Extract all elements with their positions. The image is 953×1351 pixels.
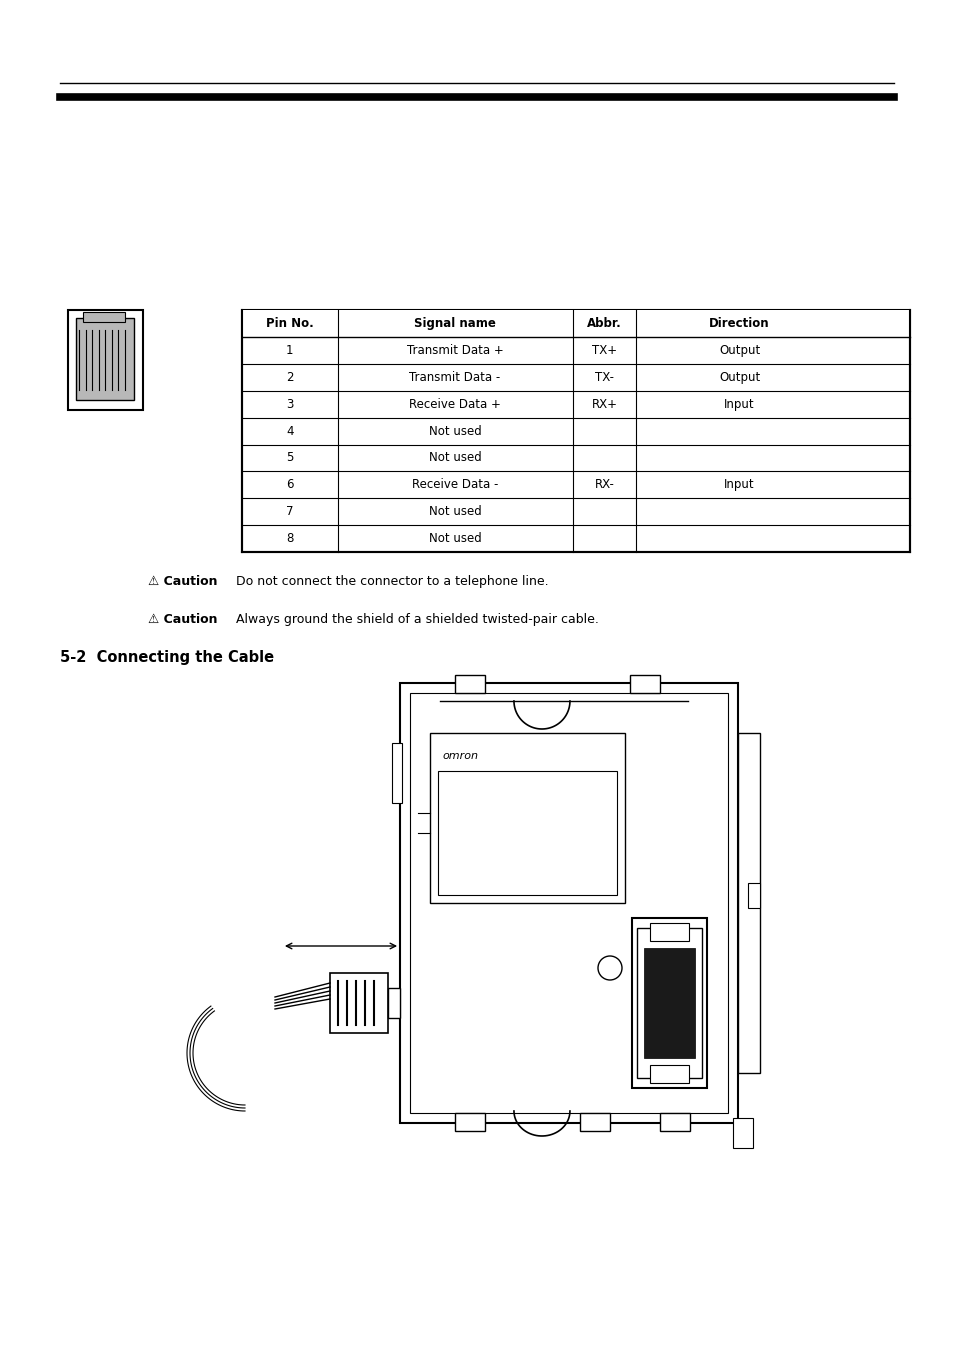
Text: ⚠ Caution: ⚠ Caution bbox=[148, 613, 217, 626]
Text: 3: 3 bbox=[286, 397, 294, 411]
Text: Not used: Not used bbox=[428, 532, 481, 544]
Text: Always ground the shield of a shielded twisted-pair cable.: Always ground the shield of a shielded t… bbox=[235, 613, 598, 626]
Text: 7: 7 bbox=[286, 505, 294, 519]
Text: Signal name: Signal name bbox=[414, 317, 496, 330]
Text: Not used: Not used bbox=[428, 505, 481, 519]
Text: Output: Output bbox=[719, 370, 760, 384]
Text: omron: omron bbox=[441, 751, 477, 761]
Bar bbox=[629, 676, 659, 693]
Bar bbox=[455, 676, 484, 693]
Bar bbox=[747, 884, 760, 908]
Text: TX+: TX+ bbox=[591, 345, 617, 357]
Text: 6: 6 bbox=[286, 478, 294, 492]
Bar bbox=[399, 684, 738, 1123]
Bar bbox=[392, 743, 401, 802]
Text: 4: 4 bbox=[286, 424, 294, 438]
Bar bbox=[242, 309, 909, 553]
Text: Transmit Data +: Transmit Data + bbox=[406, 345, 503, 357]
Text: Receive Data +: Receive Data + bbox=[409, 397, 500, 411]
Text: Not used: Not used bbox=[428, 424, 481, 438]
Bar bbox=[330, 973, 388, 1034]
Bar bbox=[410, 693, 727, 1113]
Text: TX-: TX- bbox=[595, 370, 613, 384]
Bar bbox=[430, 734, 624, 902]
Text: Output: Output bbox=[719, 345, 760, 357]
Bar bbox=[649, 1065, 688, 1084]
Text: RX+: RX+ bbox=[591, 397, 617, 411]
Bar bbox=[649, 923, 688, 942]
Bar bbox=[631, 917, 706, 1088]
Text: ⚠ Caution: ⚠ Caution bbox=[148, 576, 217, 588]
Text: Receive Data -: Receive Data - bbox=[412, 478, 497, 492]
Text: Input: Input bbox=[723, 478, 754, 492]
Bar bbox=[637, 928, 701, 1078]
Bar bbox=[388, 988, 399, 1019]
Text: Transmit Data -: Transmit Data - bbox=[409, 370, 500, 384]
Text: 5: 5 bbox=[286, 451, 294, 465]
Text: 8: 8 bbox=[286, 532, 294, 544]
Bar bbox=[732, 1119, 752, 1148]
Circle shape bbox=[598, 957, 621, 979]
Bar bbox=[643, 948, 695, 1058]
Text: 2: 2 bbox=[286, 370, 294, 384]
Text: 1: 1 bbox=[286, 345, 294, 357]
Bar bbox=[455, 1113, 484, 1131]
Bar bbox=[83, 312, 125, 322]
Bar bbox=[659, 1113, 689, 1131]
Bar bbox=[437, 771, 617, 894]
Text: Pin No.: Pin No. bbox=[266, 317, 314, 330]
Text: 5-2  Connecting the Cable: 5-2 Connecting the Cable bbox=[60, 650, 274, 665]
Bar bbox=[76, 317, 133, 400]
Text: Direction: Direction bbox=[709, 317, 769, 330]
Bar bbox=[242, 309, 909, 336]
Text: Input: Input bbox=[723, 397, 754, 411]
Bar bbox=[68, 309, 143, 409]
Text: Abbr.: Abbr. bbox=[586, 317, 621, 330]
Bar bbox=[738, 734, 760, 1073]
Text: Do not connect the connector to a telephone line.: Do not connect the connector to a teleph… bbox=[235, 576, 548, 588]
Bar bbox=[579, 1113, 609, 1131]
Text: RX-: RX- bbox=[594, 478, 614, 492]
Text: Not used: Not used bbox=[428, 451, 481, 465]
